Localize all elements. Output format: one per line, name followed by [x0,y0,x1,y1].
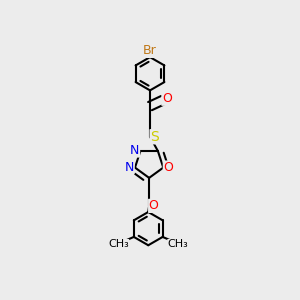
Text: N: N [125,160,134,174]
Text: O: O [149,200,159,212]
Text: CH₃: CH₃ [167,239,188,249]
Text: CH₃: CH₃ [108,239,129,249]
Text: S: S [150,130,159,144]
Text: O: O [163,161,173,174]
Text: Br: Br [143,44,157,57]
Text: O: O [162,92,172,105]
Text: N: N [130,144,140,157]
